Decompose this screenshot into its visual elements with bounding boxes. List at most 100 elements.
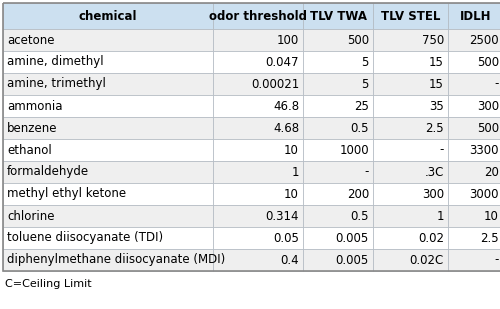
Bar: [373, 139, 448, 161]
Text: TLV TWA: TLV TWA: [310, 10, 366, 23]
Text: chemical: chemical: [79, 10, 137, 23]
Text: benzene: benzene: [7, 121, 58, 134]
Text: 3000: 3000: [470, 188, 499, 201]
Bar: [303, 161, 373, 183]
Text: 2500: 2500: [470, 33, 499, 46]
Bar: [373, 227, 448, 249]
Text: 0.005: 0.005: [336, 231, 369, 244]
Bar: [213, 161, 303, 183]
Text: 10: 10: [484, 210, 499, 222]
Text: 1: 1: [292, 166, 299, 179]
Bar: [373, 249, 448, 271]
Text: odor threshold: odor threshold: [209, 10, 307, 23]
Text: TLV STEL: TLV STEL: [381, 10, 440, 23]
Bar: [373, 183, 448, 205]
Bar: [3, 139, 213, 161]
Text: 46.8: 46.8: [273, 99, 299, 112]
Text: 0.4: 0.4: [280, 253, 299, 266]
Text: 3300: 3300: [470, 143, 499, 156]
Text: 300: 300: [477, 99, 499, 112]
Bar: [448, 249, 500, 271]
Bar: [303, 95, 373, 117]
Bar: [3, 29, 213, 51]
Bar: [213, 51, 303, 73]
Text: 100: 100: [277, 33, 299, 46]
Bar: [3, 205, 213, 227]
Text: 20: 20: [484, 166, 499, 179]
Bar: [303, 51, 373, 73]
Bar: [303, 249, 373, 271]
Bar: [373, 73, 448, 95]
Bar: [3, 117, 213, 139]
Text: 35: 35: [429, 99, 444, 112]
Bar: [3, 51, 213, 73]
Bar: [3, 183, 213, 205]
Bar: [448, 3, 500, 29]
Bar: [373, 161, 448, 183]
Text: diphenylmethane diisocyanate (MDI): diphenylmethane diisocyanate (MDI): [7, 253, 225, 266]
Bar: [303, 73, 373, 95]
Text: amine, trimethyl: amine, trimethyl: [7, 78, 106, 91]
Bar: [373, 29, 448, 51]
Bar: [3, 161, 213, 183]
Bar: [213, 29, 303, 51]
Bar: [213, 139, 303, 161]
Text: 10: 10: [284, 143, 299, 156]
Text: .3C: .3C: [424, 166, 444, 179]
Text: 2.5: 2.5: [426, 121, 444, 134]
Text: 200: 200: [347, 188, 369, 201]
Text: 25: 25: [354, 99, 369, 112]
Text: 15: 15: [429, 78, 444, 91]
Text: C=Ceiling Limit: C=Ceiling Limit: [5, 279, 92, 289]
Bar: [3, 227, 213, 249]
Bar: [303, 183, 373, 205]
Text: 0.02: 0.02: [418, 231, 444, 244]
Bar: [373, 205, 448, 227]
Bar: [213, 3, 303, 29]
Text: 2.5: 2.5: [480, 231, 499, 244]
Bar: [448, 205, 500, 227]
Bar: [3, 95, 213, 117]
Text: 300: 300: [422, 188, 444, 201]
Text: toluene diisocyanate (TDI): toluene diisocyanate (TDI): [7, 231, 163, 244]
Text: acetone: acetone: [7, 33, 54, 46]
Text: -: -: [494, 253, 499, 266]
Bar: [373, 117, 448, 139]
Text: 1: 1: [436, 210, 444, 222]
Bar: [448, 161, 500, 183]
Text: 5: 5: [362, 56, 369, 69]
Text: -: -: [494, 78, 499, 91]
Text: 15: 15: [429, 56, 444, 69]
Bar: [303, 227, 373, 249]
Text: chlorine: chlorine: [7, 210, 54, 222]
Text: 500: 500: [477, 121, 499, 134]
Bar: [373, 95, 448, 117]
Text: amine, dimethyl: amine, dimethyl: [7, 56, 103, 69]
Text: 0.5: 0.5: [350, 210, 369, 222]
Bar: [373, 51, 448, 73]
Text: 500: 500: [347, 33, 369, 46]
Text: 0.05: 0.05: [273, 231, 299, 244]
Text: ammonia: ammonia: [7, 99, 62, 112]
Bar: [303, 205, 373, 227]
Text: 0.02C: 0.02C: [410, 253, 444, 266]
Text: methyl ethyl ketone: methyl ethyl ketone: [7, 188, 126, 201]
Text: ethanol: ethanol: [7, 143, 52, 156]
Bar: [213, 249, 303, 271]
Text: 0.314: 0.314: [266, 210, 299, 222]
Text: -: -: [440, 143, 444, 156]
Text: 4.68: 4.68: [273, 121, 299, 134]
Bar: [213, 227, 303, 249]
Bar: [303, 117, 373, 139]
Text: 0.005: 0.005: [336, 253, 369, 266]
Bar: [448, 139, 500, 161]
Bar: [3, 3, 213, 29]
Bar: [448, 227, 500, 249]
Bar: [213, 73, 303, 95]
Text: 0.047: 0.047: [266, 56, 299, 69]
Bar: [448, 183, 500, 205]
Text: 5: 5: [362, 78, 369, 91]
Bar: [213, 117, 303, 139]
Bar: [448, 117, 500, 139]
Text: IDLH: IDLH: [460, 10, 491, 23]
